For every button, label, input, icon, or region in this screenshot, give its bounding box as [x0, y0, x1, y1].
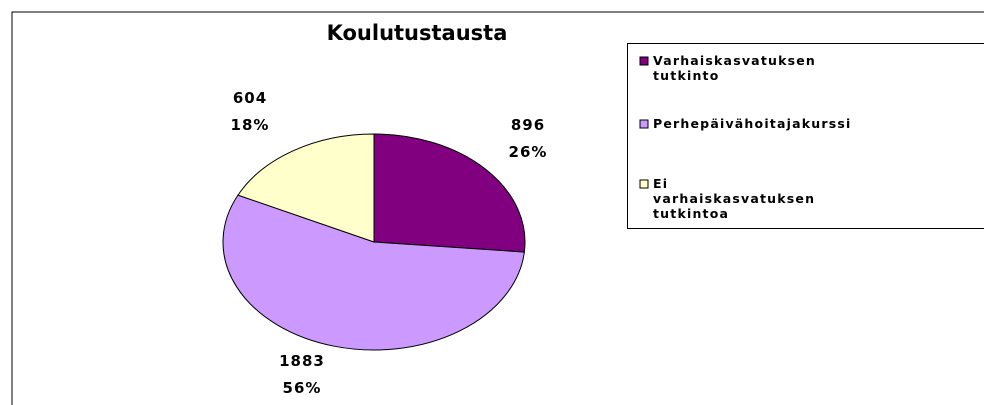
legend-swatch	[639, 119, 649, 129]
percent-label: 26%	[509, 143, 548, 161]
legend-label: Perhepäivähoitajakurssi	[653, 116, 851, 131]
legend-swatch	[639, 56, 649, 66]
pie-slice	[237, 133, 375, 243]
legend-swatch	[639, 179, 649, 189]
data-label: 1883	[279, 352, 325, 370]
pie-slice	[373, 133, 526, 253]
chart-title: Koulutustausta	[327, 21, 508, 45]
legend-label: Ei varhaiskasvatuksen tutkintoa	[653, 176, 821, 221]
percent-label: 56%	[283, 379, 322, 397]
data-label: 604	[233, 89, 267, 107]
legend-box	[627, 43, 984, 229]
pie-slice	[222, 194, 525, 351]
data-label: 896	[511, 116, 545, 134]
percent-label: 18%	[231, 116, 270, 134]
legend-label: Varhaiskasvatuksen tutkinto	[653, 53, 822, 83]
